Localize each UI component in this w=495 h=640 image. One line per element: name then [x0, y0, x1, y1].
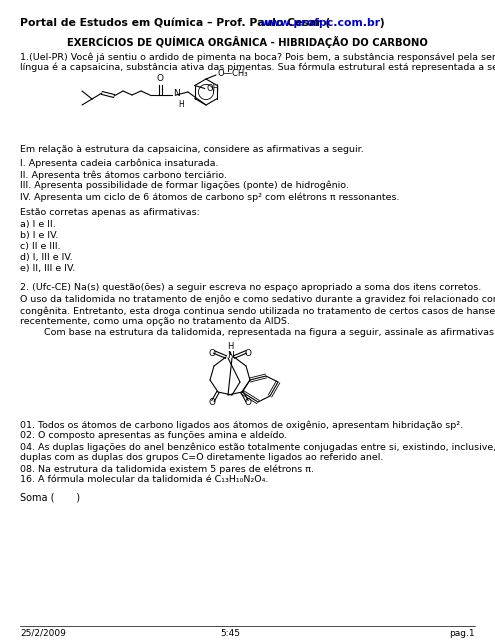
- Text: Portal de Estudos em Química – Prof. Paulo Cesar (: Portal de Estudos em Química – Prof. Pau…: [20, 18, 330, 29]
- Text: 01. Todos os átomos de carbono ligados aos átomos de oxigênio, apresentam hibrid: 01. Todos os átomos de carbono ligados a…: [20, 420, 463, 429]
- Text: pag.1: pag.1: [449, 629, 475, 638]
- Text: EXERCÍCIOS DE QUÍMICA ORGÂNICA - HIBRIDAÇÃO DO CARBONO: EXERCÍCIOS DE QUÍMICA ORGÂNICA - HIBRIDA…: [66, 36, 428, 48]
- Text: II. Apresenta três átomos carbono terciário.: II. Apresenta três átomos carbono terciá…: [20, 170, 227, 179]
- Text: duplas com as duplas dos grupos C=O diretamente ligados ao referido anel.: duplas com as duplas dos grupos C=O dire…: [20, 453, 383, 462]
- Text: b) I e IV.: b) I e IV.: [20, 231, 58, 240]
- Text: 08. Na estrutura da talidomida existem 5 pares de elétrons π.: 08. Na estrutura da talidomida existem 5…: [20, 464, 314, 474]
- Text: IV. Apresenta um ciclo de 6 átomos de carbono sp² com elétrons π ressonantes.: IV. Apresenta um ciclo de 6 átomos de ca…: [20, 192, 399, 202]
- Text: III. Apresenta possibilidade de formar ligações (ponte) de hidrogênio.: III. Apresenta possibilidade de formar l…: [20, 181, 349, 191]
- Text: O: O: [156, 74, 163, 83]
- Text: 1.(Uel-PR) Você já sentiu o ardido de pimenta na boca? Pois bem, a substância re: 1.(Uel-PR) Você já sentiu o ardido de pi…: [20, 52, 495, 61]
- Text: 16. A fórmula molecular da talidomida é C₁₃H₁₀N₂O₄.: 16. A fórmula molecular da talidomida é …: [20, 475, 268, 484]
- Text: 25/2/2009: 25/2/2009: [20, 629, 66, 638]
- Text: Soma (       ): Soma ( ): [20, 492, 80, 502]
- Text: d) I, III e IV.: d) I, III e IV.: [20, 253, 73, 262]
- Text: O—CH₃: O—CH₃: [218, 70, 248, 79]
- Text: O: O: [245, 398, 251, 407]
- Text: c) II e III.: c) II e III.: [20, 242, 60, 251]
- Text: I. Apresenta cadeia carbônica insaturada.: I. Apresenta cadeia carbônica insaturada…: [20, 159, 218, 168]
- Text: congênita. Entretanto, esta droga continua sendo utilizada no tratamento de cert: congênita. Entretanto, esta droga contin…: [20, 306, 495, 316]
- Text: 02. O composto apresentas as funções amina e aldeído.: 02. O composto apresentas as funções ami…: [20, 431, 287, 440]
- Text: N: N: [173, 88, 180, 97]
- Text: ): ): [376, 18, 385, 28]
- Text: O: O: [245, 349, 251, 358]
- Text: 2. (Ufc-CE) Na(s) questão(ões) a seguir escreva no espaço apropriado a soma dos : 2. (Ufc-CE) Na(s) questão(ões) a seguir …: [20, 283, 481, 292]
- Text: OH: OH: [207, 84, 220, 93]
- Text: O: O: [208, 349, 215, 358]
- Text: H: H: [227, 342, 233, 351]
- Text: a) I e II.: a) I e II.: [20, 220, 56, 229]
- Text: H: H: [178, 100, 184, 109]
- Text: recentemente, como uma opção no tratamento da AIDS.: recentemente, como uma opção no tratamen…: [20, 317, 290, 326]
- Text: O uso da talidomida no tratamento de enjôo e como sedativo durante a gravidez fo: O uso da talidomida no tratamento de enj…: [20, 295, 495, 305]
- Text: 5:45: 5:45: [220, 629, 240, 638]
- Text: língua é a capsaicina, substância ativa das pimentas. Sua fórmula estrutural est: língua é a capsaicina, substância ativa …: [20, 63, 495, 72]
- Text: 04. As duplas ligações do anel benzênico estão totalmente conjugadas entre si, e: 04. As duplas ligações do anel benzênico…: [20, 442, 495, 451]
- Text: O: O: [208, 398, 215, 407]
- Text: N: N: [227, 351, 233, 360]
- Text: Com base na estrutura da talidomida, representada na figura a seguir, assinale a: Com base na estrutura da talidomida, rep…: [20, 328, 495, 337]
- Text: Estão corretas apenas as afirmativas:: Estão corretas apenas as afirmativas:: [20, 208, 200, 217]
- Text: Em relação à estrutura da capsaicina, considere as afirmativas a seguir.: Em relação à estrutura da capsaicina, co…: [20, 145, 364, 154]
- Text: www.profpc.com.br: www.profpc.com.br: [261, 18, 381, 28]
- Text: e) II, III e IV.: e) II, III e IV.: [20, 264, 75, 273]
